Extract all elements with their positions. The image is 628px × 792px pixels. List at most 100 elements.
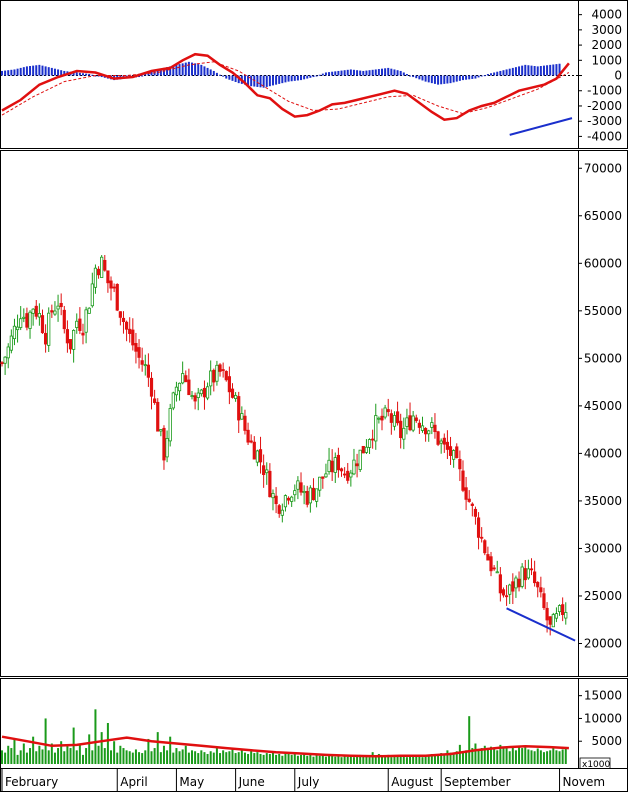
macd-histogram-bar [340,70,343,76]
macd-histogram-bar [418,75,421,80]
candle-body [230,388,235,398]
macd-histogram-bar [461,75,464,81]
macd-histogram-bar [53,68,56,76]
volume-bar [437,754,440,764]
volume-bar [228,751,231,764]
volume-panel: 5000 10000 15000 x1000 [0,678,628,770]
candle-body [333,457,337,473]
macd-histogram-bar [362,70,365,76]
volume-bar [78,743,81,764]
volume-bar [262,754,265,764]
candle-body [124,321,129,330]
candle-body [162,427,166,461]
volume-bar [524,746,527,764]
macd-histogram-bar [530,65,533,76]
candle-body [355,463,359,467]
candle-body [283,495,288,508]
macd-tick-label: 0 [614,69,622,83]
candle-body [389,413,393,423]
macd-histogram-bar [546,65,549,76]
macd-histogram-bar [440,75,443,85]
volume-bar [32,736,35,764]
volume-bar [387,754,390,764]
macd-histogram-bar [191,62,193,76]
candle-body [445,441,450,450]
price-tick-label: 40000 [584,446,622,460]
candle-body [383,407,387,418]
candle-body [489,556,493,572]
candle-body [314,488,319,502]
volume-bar [555,750,558,764]
volume-bar [474,743,477,764]
volume-bar [564,748,567,764]
macd-histogram-bar [328,72,331,76]
volume-bar [122,748,125,764]
candle-body [103,259,107,271]
candle-body [72,330,76,350]
macd-histogram-bar [368,70,371,76]
volume-bar [57,748,60,764]
macd-histogram-bar [381,68,383,76]
volume-bar [125,750,128,764]
candle-body [536,582,540,588]
candle-body [168,408,172,442]
volume-bar [53,752,56,764]
candle-body [386,409,390,413]
candle-body [174,386,179,396]
candle-body [336,454,340,471]
macd-histogram-bar [287,75,290,82]
macd-histogram-bar [384,68,387,76]
volume-bar [159,752,162,764]
candle-body [430,422,434,428]
volume-bar [328,755,331,764]
candle-body [358,449,362,470]
candle-body [65,329,70,344]
macd-histogram-bar [97,75,100,77]
candle-body [202,387,207,398]
candle-body [439,440,443,444]
candle-body [395,411,400,424]
candle-body [3,356,7,364]
volume-bar [1,750,3,764]
candle-body [37,313,41,318]
volume-bar [318,755,321,764]
volume-bar [110,750,113,764]
volume-bar [546,751,549,764]
candle-body [420,425,425,431]
macd-histogram-bar [449,75,452,84]
volume-bar [359,754,362,764]
macd-histogram-bar [81,73,84,76]
macd-tick-label: -2000 [587,99,622,113]
candle-body [483,540,487,554]
candle-body [346,470,350,481]
volume-bar [247,753,250,764]
macd-signal-line [1,61,570,116]
macd-histogram-bar [371,69,374,76]
volume-bar [296,755,299,764]
macd-tick-label: 4000 [591,8,622,22]
macd-histogram-bar [306,75,309,79]
candle-body [159,429,163,432]
candle-body [156,401,160,432]
candle-body [212,369,216,383]
candle-body [62,309,66,330]
candle-body [81,332,85,336]
volume-bar [253,753,256,764]
volume-bar [331,754,334,764]
macd-histogram-bar [539,66,542,76]
candle-body [177,382,182,392]
price-trendline [506,607,576,642]
volume-bar [131,752,134,764]
candle-body [526,568,530,579]
macd-histogram-bar [88,74,91,76]
candle-body [143,364,147,367]
candle-body [523,568,527,581]
volume-bar [103,748,106,764]
volume-bar [449,752,452,764]
macd-histogram-bar [184,62,187,76]
volume-bar [7,745,10,764]
candle-body [258,449,263,463]
volume-bar [461,752,464,764]
volume-bar [100,732,103,764]
candle-body [377,417,381,420]
